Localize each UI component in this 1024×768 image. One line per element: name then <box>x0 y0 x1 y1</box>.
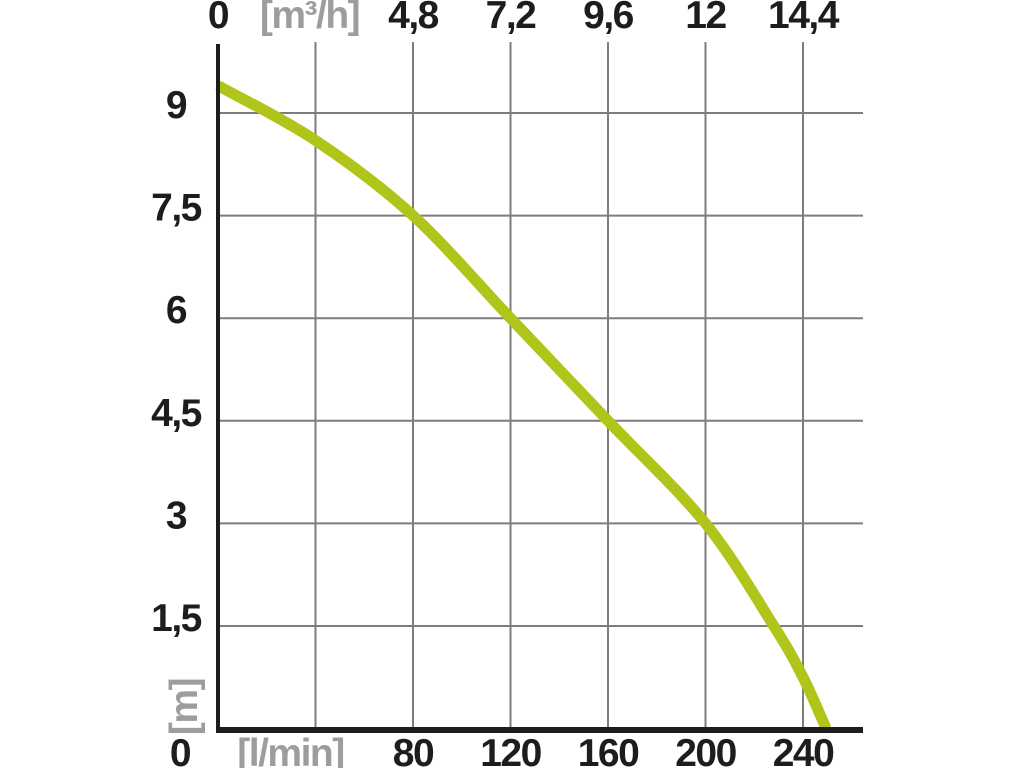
top-axis-tick-label: 4,8 <box>388 0 439 37</box>
top-axis-tick-label: 9,6 <box>583 0 634 37</box>
top-axis-tick-label: 14,4 <box>768 0 840 37</box>
left-axis-tick-label: 4,5 <box>151 392 202 435</box>
top-axis-tick-label: 7,2 <box>486 0 537 37</box>
left-axis-tick-label: 7,5 <box>151 187 202 230</box>
bottom-axis-tick-label: 80 <box>393 732 434 768</box>
left-axis-tick-label: 1,5 <box>151 597 202 640</box>
left-axis-tick-label: 3 <box>166 494 187 537</box>
top-axis-tick-label: 12 <box>685 0 726 37</box>
left-axis-unit-label: [m] <box>163 679 206 735</box>
bottom-axis-tick-label: 0 <box>170 732 191 768</box>
bottom-axis-tick-label: 240 <box>773 732 834 768</box>
top-axis-tick-label: [m³/h] <box>260 0 359 37</box>
bottom-axis-tick-label: 120 <box>480 732 541 768</box>
left-axis-tick-label: 9 <box>166 84 187 127</box>
bottom-axis-tick-label: 200 <box>675 732 736 768</box>
pump-curve <box>215 80 832 731</box>
bottom-axis-tick-label: 160 <box>578 732 639 768</box>
top-axis-tick-label: 0 <box>208 0 229 37</box>
left-axis-tick-label: 6 <box>166 289 187 332</box>
bottom-axis-tick-label: [l/min] <box>237 732 343 768</box>
